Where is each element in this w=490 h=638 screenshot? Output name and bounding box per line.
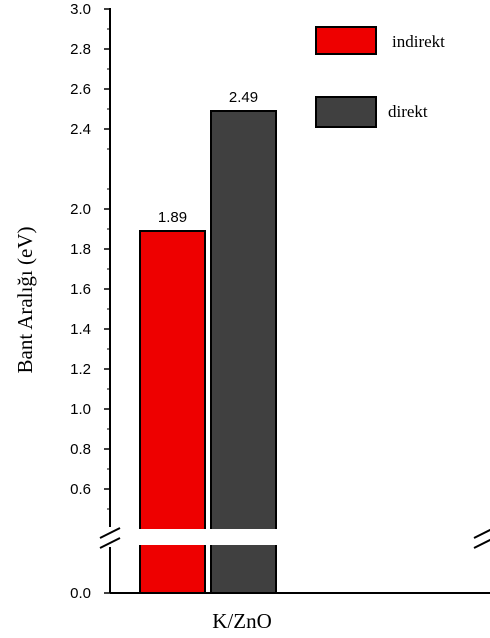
y-tick-label: 3.0: [70, 1, 91, 18]
y-axis-title: Bant Aralığı (eV): [13, 227, 37, 374]
y-tick-label: 1.4: [70, 321, 91, 338]
data-label-indirekt: 1.89: [158, 209, 187, 226]
y-tick-label: 2.6: [70, 81, 91, 98]
y-tick-label: 1.2: [70, 361, 91, 378]
break-gap: [100, 529, 280, 545]
data-label-direkt: 2.49: [229, 89, 258, 106]
x-category-label: K/ZnO: [212, 609, 272, 633]
break-mark: [99, 527, 121, 539]
y-tick-label: 1.8: [70, 241, 91, 258]
y-tick-label: 0.6: [70, 481, 91, 498]
break-mark: [473, 528, 490, 539]
break-mark: [473, 538, 490, 549]
bars: [139, 110, 277, 594]
y-ticks: 0.6 0.8 1.0 1.2 1.4 1.6 1.8 2.0 2.4 2.6 2.8 3.0 0.0: [70, 1, 110, 602]
y-tick-label: 0.0: [70, 585, 91, 602]
break-mark: [99, 537, 121, 549]
legend-label-indirekt: indirekt: [392, 32, 445, 51]
legend-label-direkt: direkt: [388, 102, 428, 121]
data-labels: 1.89 2.49: [158, 89, 258, 226]
y-tick-label: 0.8: [70, 441, 91, 458]
legend-swatch-direkt: [315, 96, 377, 128]
legend-swatch-indirekt: [315, 26, 377, 55]
y-tick-label: 2.4: [70, 121, 91, 138]
y-tick-label: 2.8: [70, 41, 91, 58]
y-tick-label: 1.6: [70, 281, 91, 298]
axis-break: [99, 527, 490, 549]
legend: indirekt direkt: [315, 26, 445, 128]
y-tick-label: 1.0: [70, 401, 91, 418]
bar-direkt: [210, 110, 277, 594]
y-tick-label: 2.0: [70, 201, 91, 218]
